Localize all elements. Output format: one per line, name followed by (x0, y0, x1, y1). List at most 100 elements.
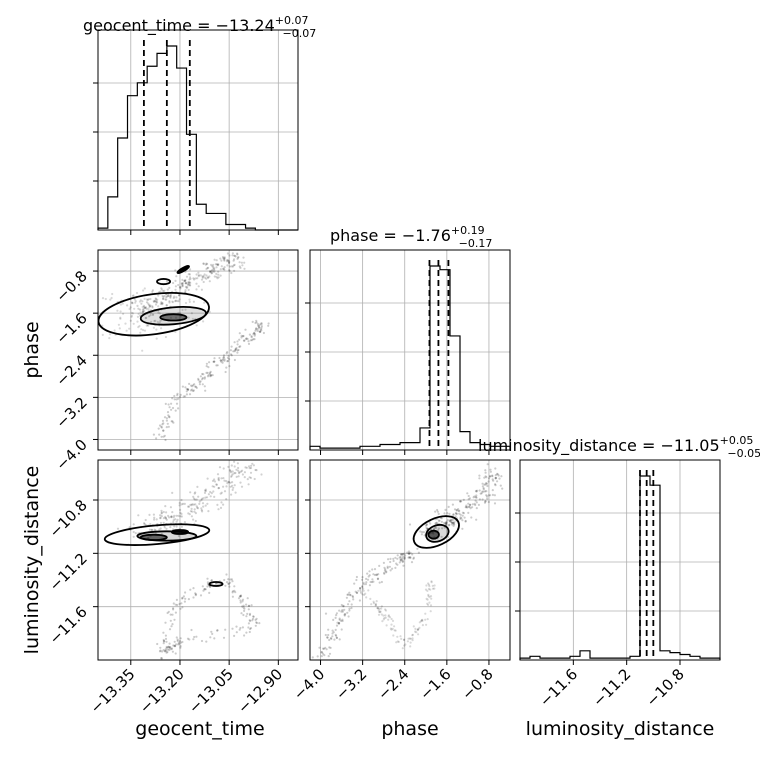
sample-point (203, 376, 206, 379)
sample-point (459, 500, 462, 503)
sample-point (169, 295, 172, 298)
sample-point (202, 373, 205, 376)
sample-point (394, 629, 397, 632)
sample-point (383, 566, 386, 569)
sample-point (116, 309, 119, 312)
sample-point (160, 435, 163, 438)
sample-point (233, 465, 236, 468)
sample-point (384, 609, 388, 612)
sample-point (141, 300, 144, 303)
sample-point (168, 416, 171, 419)
sample-point (170, 625, 173, 628)
sample-point (163, 416, 167, 419)
sample-point (443, 521, 446, 525)
sample-point (131, 294, 134, 298)
sample-point (188, 298, 191, 301)
sample-point (485, 494, 488, 497)
sample-point (403, 557, 406, 560)
sample-point (496, 473, 499, 476)
sample-point (487, 480, 490, 483)
sample-point (143, 297, 146, 300)
contour-island-2 (176, 265, 190, 274)
sample-point (364, 583, 367, 586)
sample-point (225, 366, 228, 369)
sample-point (215, 272, 218, 275)
sample-point (212, 263, 215, 266)
sample-point (141, 311, 144, 314)
sample-point (200, 499, 203, 502)
sample-point (448, 523, 451, 526)
sample-point (228, 585, 231, 588)
sample-point (170, 648, 173, 651)
sample-point (229, 485, 232, 488)
sample-point (401, 558, 404, 562)
sample-point (210, 579, 213, 582)
sample-point (494, 484, 497, 487)
sample-point (234, 491, 237, 494)
sample-point (195, 635, 198, 638)
sample-point (183, 279, 186, 283)
sample-point (228, 254, 231, 257)
sample-point (144, 306, 148, 309)
sample-point (201, 585, 204, 588)
sample-point (145, 324, 148, 327)
sample-point (193, 278, 196, 281)
sample-point (187, 512, 190, 515)
sample-point (414, 627, 417, 631)
sample-point (335, 612, 338, 615)
sample-point (373, 573, 377, 577)
sample-point (438, 519, 441, 522)
sample-point (257, 324, 261, 327)
sample-point (451, 521, 454, 524)
sample-point (248, 619, 251, 622)
sample-point (206, 262, 209, 266)
sample-point (194, 491, 197, 494)
sample-point (140, 328, 143, 331)
sample-point (232, 259, 235, 262)
sample-point (172, 602, 175, 605)
sample-point (197, 495, 200, 498)
sample-point (253, 477, 256, 481)
sample-point (142, 310, 145, 313)
sample-point (428, 585, 431, 588)
sample-point (374, 604, 377, 607)
sample-point (377, 573, 380, 576)
sample-point (234, 348, 237, 351)
sample-point (197, 285, 200, 288)
sample-point (418, 626, 421, 630)
sample-point (258, 330, 261, 333)
sample-point (489, 468, 492, 471)
sample-point (177, 407, 180, 410)
sample-point (210, 263, 213, 266)
sample-point (471, 506, 474, 509)
sample-point (101, 324, 104, 327)
sample-point (206, 371, 209, 374)
sample-point (251, 320, 254, 323)
sample-point (230, 464, 233, 467)
sample-point (235, 346, 238, 350)
sample-point (403, 552, 406, 555)
sample-point (361, 585, 364, 588)
sample-point (399, 558, 402, 562)
sample-point (202, 262, 205, 265)
sample-point (215, 275, 218, 278)
sample-point (163, 640, 166, 643)
sample-point (220, 491, 223, 494)
sample-point (445, 520, 448, 523)
sample-point (486, 463, 489, 466)
sample-point (501, 487, 504, 490)
sample-point (225, 573, 228, 576)
sample-point (165, 645, 168, 649)
sample-point (228, 358, 231, 361)
sample-point (159, 516, 162, 519)
sample-point (391, 619, 395, 623)
sample-point (387, 558, 390, 561)
sample-point (430, 580, 433, 583)
sample-point (259, 328, 262, 331)
sample-point (234, 255, 237, 258)
sample-point (412, 625, 415, 628)
sample-point (184, 395, 187, 398)
sample-point (362, 581, 365, 585)
sample-point (389, 557, 392, 561)
sample-point (334, 633, 337, 637)
